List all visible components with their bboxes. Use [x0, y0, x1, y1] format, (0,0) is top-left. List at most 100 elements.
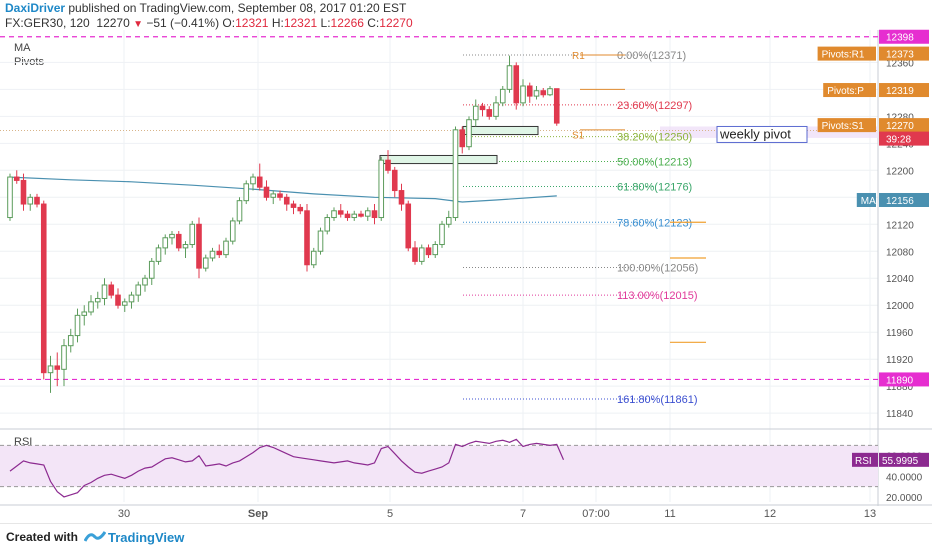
candle	[513, 62, 520, 110]
candle-body	[526, 85, 533, 97]
price-label-value: 39:28	[886, 135, 911, 146]
price-axis-tick: 12360	[886, 58, 914, 69]
candle	[270, 190, 277, 205]
candle-body	[513, 65, 520, 104]
candle	[297, 204, 304, 215]
fib-level-label: 100.00%(12056)	[617, 262, 698, 274]
candle	[331, 207, 337, 221]
candle	[236, 197, 243, 225]
candle	[13, 170, 20, 184]
candle-body	[270, 193, 277, 198]
candle	[61, 338, 67, 387]
candle	[385, 150, 391, 174]
candle-body	[74, 314, 81, 337]
candle-body	[358, 213, 364, 217]
candle	[189, 220, 196, 248]
candle-body	[479, 105, 486, 111]
candle	[553, 88, 560, 126]
fib-level-label: 23.60%(12297)	[617, 100, 692, 112]
weekly-pivot-annotation-box	[716, 125, 808, 143]
price-label-tag	[817, 46, 876, 61]
candle	[378, 156, 385, 221]
low-label: L:	[320, 16, 331, 30]
candle	[142, 274, 148, 292]
candle	[418, 244, 425, 265]
candle	[108, 281, 115, 299]
ma-line	[9, 176, 557, 203]
candle-body	[243, 183, 250, 202]
candle	[182, 241, 189, 259]
symbol-info: FX:GER30, 120 12270 ▼ −51 (−0.41%) O:123…	[5, 16, 413, 32]
candle	[506, 55, 513, 93]
candle-body	[439, 223, 445, 246]
price-label-tag	[879, 372, 929, 387]
candle-body	[115, 294, 121, 306]
candle	[432, 241, 439, 259]
candle-body	[499, 88, 506, 104]
candle-body	[108, 284, 115, 296]
candle-body	[209, 250, 216, 259]
candle	[169, 231, 175, 245]
candle-body	[277, 193, 283, 198]
candle	[74, 308, 81, 343]
candle-body	[425, 247, 432, 256]
candle	[263, 180, 270, 201]
candle-body	[533, 90, 540, 97]
candle-body	[88, 301, 94, 313]
candle	[40, 200, 47, 380]
candle-body	[142, 277, 148, 286]
candle	[27, 193, 34, 211]
price-chart[interactable]: 0.00%(12371)23.60%(12297)38.20%(12250)50…	[0, 0, 932, 523]
candle	[533, 85, 540, 100]
time-axis-tick: 7	[520, 508, 526, 520]
price-label-value: 11890	[886, 375, 914, 386]
rsi-label-name: RSI	[855, 456, 872, 467]
candle	[493, 96, 499, 120]
candle	[459, 126, 466, 154]
candle	[317, 227, 324, 255]
candle-body	[128, 294, 135, 303]
tradingview-logo-icon[interactable]	[84, 528, 106, 546]
candle	[121, 298, 128, 312]
price-axis-tick: 11840	[886, 409, 914, 420]
candle	[439, 220, 445, 248]
rsi-line	[9, 438, 565, 498]
price-label-value: 12398	[886, 33, 914, 44]
author-name[interactable]: DaxiDriver	[5, 1, 66, 15]
legend-rsi[interactable]: RSI	[14, 436, 33, 448]
candle-body	[283, 196, 290, 205]
price-label-value-tag	[879, 83, 929, 98]
candle	[344, 210, 351, 221]
price-axis-tick: 12280	[886, 112, 914, 123]
candle	[162, 234, 169, 255]
time-axis-tick: 13	[864, 508, 876, 520]
candle	[209, 247, 216, 262]
candle-body	[40, 203, 47, 374]
candle	[54, 352, 61, 387]
candle-body	[344, 213, 351, 219]
candle-body	[54, 365, 61, 370]
candle-body	[121, 301, 128, 306]
price-label-name: Pivots:S1	[822, 121, 865, 132]
candle-body	[101, 284, 108, 299]
candle	[364, 207, 371, 221]
tradingview-brand[interactable]: TradingView	[108, 530, 185, 545]
candle	[155, 244, 162, 265]
candle	[391, 166, 398, 198]
candle	[371, 204, 378, 225]
candle-body	[506, 65, 513, 90]
candle	[243, 180, 250, 205]
fib-level-label: 161.80%(11861)	[617, 394, 698, 406]
candle	[358, 210, 364, 218]
candle	[175, 231, 182, 252]
legend-ma[interactable]: MA	[14, 42, 31, 54]
candle-body	[256, 176, 263, 188]
candle	[216, 244, 223, 259]
fib-level-label: 113.00%(12015)	[617, 290, 698, 302]
candle	[256, 163, 263, 191]
open-value: 12321	[235, 16, 269, 30]
candle	[47, 355, 54, 393]
fib-level-label: 61.80%(12176)	[617, 182, 692, 194]
candle	[223, 237, 229, 259]
candle-body	[466, 119, 472, 148]
